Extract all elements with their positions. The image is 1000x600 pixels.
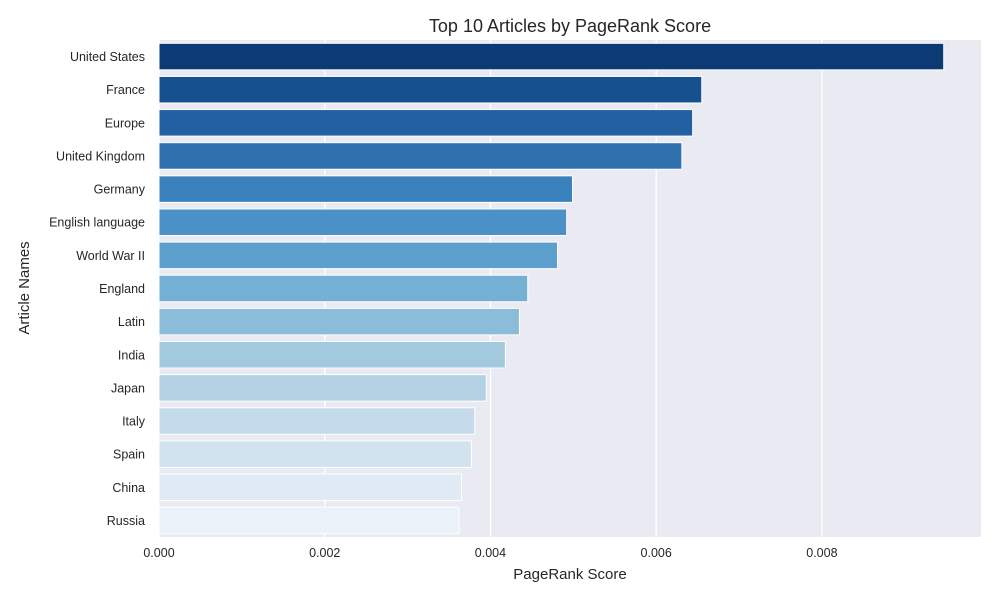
x-tick-label: 0.006	[641, 546, 672, 560]
x-tick-label: 0.002	[309, 546, 340, 560]
bar	[158, 75, 703, 104]
y-tick-label: Italy	[122, 415, 146, 429]
y-tick-label: English language	[49, 216, 145, 230]
y-tick-label: United States	[70, 50, 145, 64]
bar	[158, 208, 568, 236]
y-tick-label: Latin	[118, 315, 145, 329]
y-tick-label: India	[118, 348, 145, 362]
x-tick-labels: 0.000 0.002 0.004 0.006 0.008	[143, 546, 837, 560]
bar	[158, 175, 573, 203]
bar	[158, 142, 683, 170]
bar	[158, 274, 529, 303]
y-tick-label: Germany	[94, 183, 146, 197]
bar	[158, 473, 462, 502]
x-axis-label: PageRank Score	[513, 566, 626, 583]
y-tick-label: Japan	[111, 381, 145, 395]
y-tick-label: Europe	[105, 116, 145, 130]
y-tick-label: United Kingdom	[56, 149, 145, 163]
bar	[158, 440, 472, 468]
y-tick-label: Spain	[113, 448, 145, 462]
bar	[158, 506, 460, 535]
y-tick-label: World War II	[76, 249, 145, 263]
x-tick-label: 0.008	[806, 546, 837, 560]
bars-group	[158, 42, 945, 535]
y-tick-labels: United States France Europe United Kingdom G…	[49, 50, 146, 528]
x-tick-label: 0.000	[143, 546, 174, 560]
bar	[158, 42, 945, 71]
bar	[158, 407, 476, 435]
y-tick-label: China	[112, 481, 145, 495]
chart-title: Top 10 Articles by PageRank Score	[429, 16, 711, 36]
bar	[158, 374, 487, 402]
y-tick-label: England	[99, 282, 145, 296]
y-axis-label: Article Names	[16, 241, 33, 334]
bar	[158, 307, 520, 336]
bar	[158, 241, 559, 270]
y-tick-label: France	[106, 83, 145, 97]
y-tick-label: Russia	[107, 514, 145, 528]
x-tick-label: 0.004	[475, 546, 506, 560]
bar	[158, 341, 506, 369]
bar	[158, 109, 694, 137]
